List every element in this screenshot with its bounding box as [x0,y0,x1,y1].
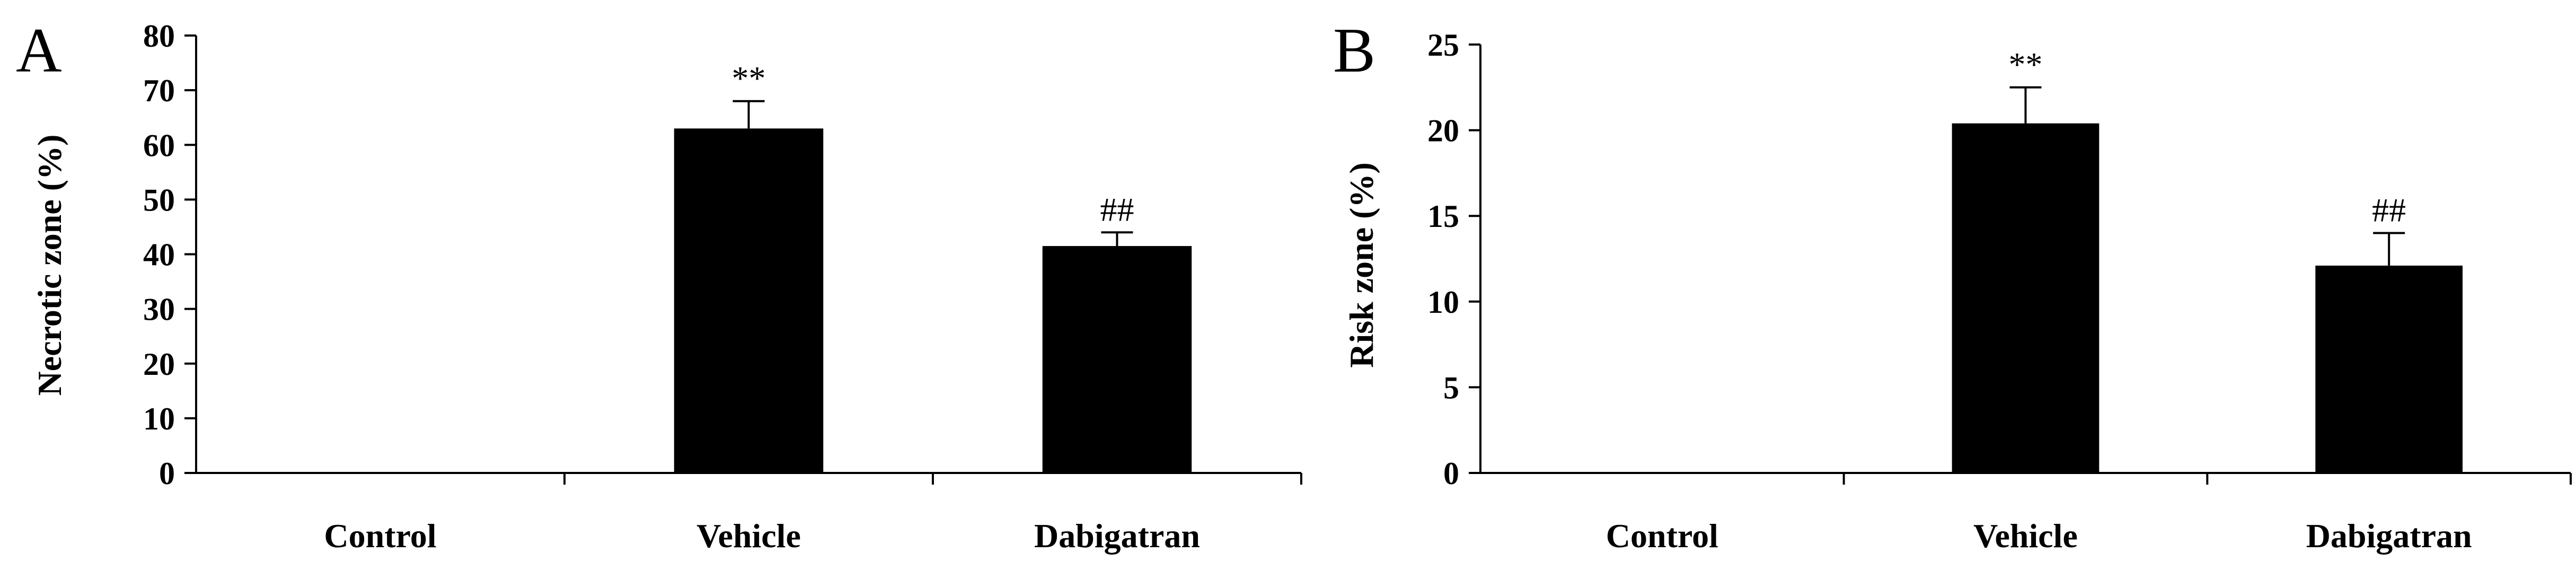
panel-a-y-tick-label: 0 [159,456,175,491]
panel-b: B Risk zone (%) 0 5 10 15 20 25 Control ** Vehic… [1333,15,2572,555]
panel-a-x-tick-label-vehicle: Vehicle [696,517,801,555]
panel-a-letter: A [16,15,62,85]
panel-b-x-tick-label-vehicle: Vehicle [1973,517,2078,555]
panel-a-x-tick-label-control: Control [324,517,436,555]
panel-b-x-tick-label-control: Control [1606,517,1718,555]
panel-a-y-tick-label: 20 [143,347,175,382]
panel-a-y-tick-label: 60 [143,128,175,163]
panel-b-y-axis-label: Risk zone (%) [1343,162,1380,368]
panel-a-bar-dabigatran [1042,246,1192,473]
panel-b-y-tick-label: 10 [1427,285,1459,320]
panel-a-y-axis-label: Necrotic zone (%) [31,135,68,396]
panel-b-y-tick-label: 25 [1427,28,1459,63]
panel-b-significance-dabigatran: ## [2372,191,2406,229]
panel-a-x-tick-label-dabigatran: Dabigatran [1034,517,1200,555]
panel-b-x-tick-label-dabigatran: Dabigatran [2306,517,2472,555]
panel-a-y-tick-label: 10 [143,401,175,436]
panel-b-letter: B [1333,15,1375,85]
panel-a-y-tick-label: 70 [143,73,175,108]
panel-b-y-tick-label: 20 [1427,113,1459,148]
panel-a-bar-vehicle [674,128,824,473]
panel-a-y-tick-label: 40 [143,238,175,273]
panel-a-y-tick-label: 30 [143,292,175,327]
panel-b-y-tick-label: 5 [1443,370,1459,405]
panel-b-y-tick-label: 15 [1427,199,1459,234]
panel-b-bar-dabigatran [2315,265,2463,473]
panel-a-significance-dabigatran: ## [1100,190,1134,228]
panel-a-significance-vehicle: ** [732,59,766,97]
panel-a: A Necrotic zone (%) 0 10 20 30 40 50 60 70 80 Con… [16,15,1302,555]
panel-a-y-tick-label: 50 [143,182,175,217]
panel-b-bar-vehicle [1952,123,2099,473]
panel-a-y-tick-label: 80 [143,19,175,54]
panel-b-y-tick-label: 0 [1443,456,1459,491]
panel-b-significance-vehicle: ** [2009,46,2043,83]
